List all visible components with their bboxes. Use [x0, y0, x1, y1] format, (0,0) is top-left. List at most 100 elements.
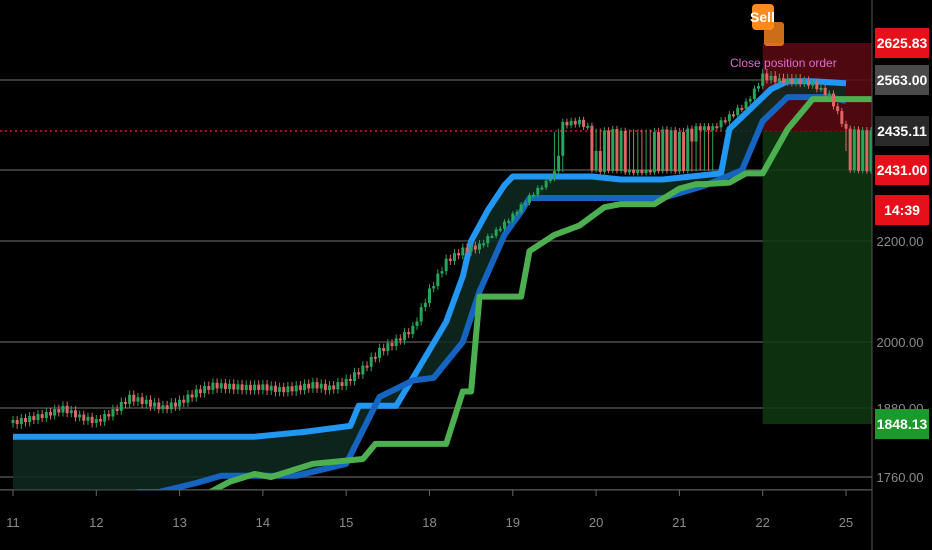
candle-body	[861, 130, 865, 171]
channel-fills	[13, 81, 846, 508]
candle-body	[790, 78, 794, 84]
candle-body	[569, 120, 573, 126]
candle-body	[627, 170, 631, 173]
position-zones	[762, 43, 872, 424]
candle-body	[802, 80, 806, 84]
candle-body	[715, 126, 719, 129]
candle-body	[165, 405, 169, 410]
candle-body	[498, 228, 502, 231]
candle-body	[819, 87, 823, 90]
candle-body	[123, 401, 127, 404]
candle-body	[786, 78, 790, 83]
x-tick-label: 19	[506, 515, 520, 530]
candle-body	[544, 180, 548, 188]
candle-body	[515, 212, 519, 215]
candle-body	[657, 132, 661, 172]
indicator-line-3	[103, 96, 888, 540]
x-tick-label: 11	[6, 515, 20, 530]
candle-body	[273, 385, 277, 392]
candle-body	[382, 348, 386, 352]
candle-body	[111, 409, 115, 417]
candle-body	[119, 401, 123, 411]
candle-body	[669, 130, 673, 171]
candle-body	[236, 384, 240, 390]
candle-body	[86, 416, 90, 421]
take-profit-zone	[762, 131, 872, 424]
candle-body	[552, 171, 556, 180]
candle-body	[736, 107, 740, 116]
candle-body	[461, 247, 465, 256]
candle-body	[265, 384, 269, 391]
candle-body	[103, 414, 107, 422]
candle-body	[798, 78, 802, 84]
x-tick-label: 20	[589, 515, 603, 530]
price-badge-label: 2431.00	[877, 162, 928, 178]
candle-body	[178, 399, 182, 407]
candle-body	[782, 78, 786, 83]
candle-body	[28, 416, 32, 423]
candle-body	[248, 384, 252, 391]
candle-body	[823, 87, 827, 95]
candle-body	[219, 383, 223, 389]
candle-body	[332, 385, 336, 390]
candle-body	[365, 365, 369, 368]
candle-body	[140, 397, 144, 405]
candle-body	[469, 245, 473, 252]
candle-body	[557, 155, 561, 172]
candle-body	[711, 126, 715, 131]
candle-body	[215, 382, 219, 389]
candle-body	[419, 307, 423, 322]
candle-body	[394, 338, 398, 347]
price-badge-label: 1848.13	[877, 416, 928, 432]
candle-body	[23, 418, 27, 423]
candle-body	[619, 130, 623, 171]
candle-body	[740, 107, 744, 110]
candle-body	[769, 75, 773, 81]
candle-body	[311, 382, 315, 389]
candle-body	[378, 348, 382, 358]
time-axis[interactable]: 11 12 13 14 15 18 19 20 21 22 25	[0, 489, 932, 550]
candle-body	[719, 120, 723, 128]
candle-body	[228, 383, 232, 390]
x-tick-label: 21	[672, 515, 686, 530]
candle-body	[261, 384, 265, 390]
candle-body	[411, 325, 415, 335]
candle-body	[94, 419, 98, 423]
candle-body	[586, 125, 590, 128]
candle-body	[844, 123, 848, 129]
candle-body	[144, 399, 148, 405]
candle-body	[186, 394, 190, 403]
candle-body	[623, 130, 627, 173]
candle-body	[694, 126, 698, 142]
sell-label: Sell	[750, 9, 775, 25]
channel-fill	[13, 81, 846, 508]
candle-body	[852, 129, 856, 171]
candle-body	[457, 253, 461, 256]
candle-body	[223, 383, 227, 390]
candle-body	[807, 80, 811, 86]
candle-body	[723, 120, 727, 123]
candle-body	[486, 236, 490, 244]
trade-annotations[interactable]: Sell Close position order	[730, 4, 837, 70]
candle-body	[611, 129, 615, 171]
price-badge-sell-order: 2625.83	[875, 28, 929, 58]
candle-body	[432, 286, 436, 289]
candle-body	[115, 409, 119, 412]
candle-body	[690, 128, 694, 142]
candle-body	[240, 384, 244, 391]
price-badge-bg	[875, 28, 929, 58]
price-badge-bg	[875, 65, 929, 95]
candle-body	[632, 170, 636, 174]
candle-body	[269, 385, 273, 391]
candle-body	[65, 405, 69, 414]
candle-body	[44, 412, 48, 419]
candle-body	[307, 383, 311, 389]
candle-body	[815, 82, 819, 90]
candle-body	[98, 419, 102, 422]
candle-body	[707, 126, 711, 131]
x-tick-label: 22	[755, 515, 769, 530]
candle-body	[677, 132, 681, 172]
candle-body	[428, 288, 431, 303]
candle-body	[169, 402, 173, 410]
